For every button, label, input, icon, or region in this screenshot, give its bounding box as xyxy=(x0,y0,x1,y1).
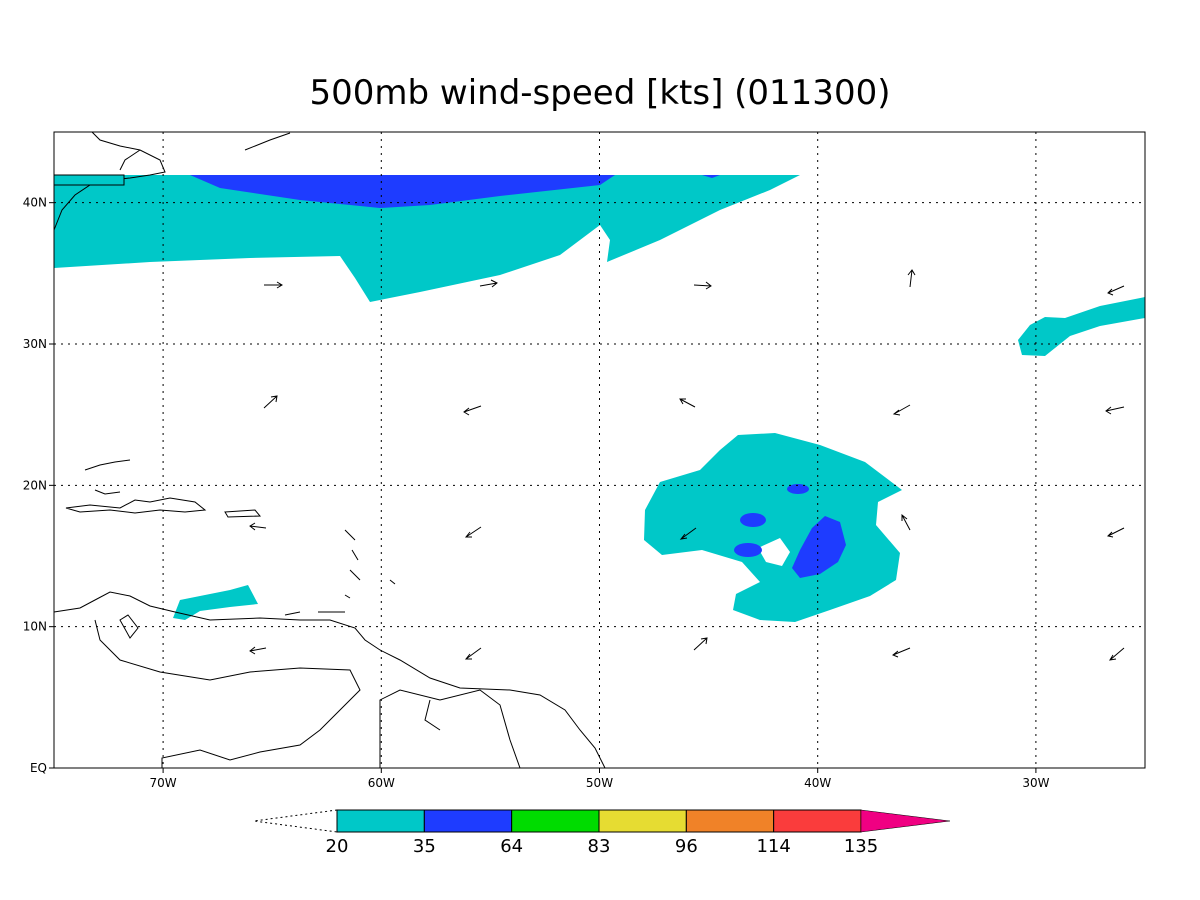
colorbar-segment xyxy=(336,809,425,833)
lon-tick-label: 40W xyxy=(804,776,831,790)
contour-blue xyxy=(702,175,720,178)
contour-blue xyxy=(787,484,809,494)
coastline xyxy=(84,459,131,495)
wind-arrow xyxy=(1105,406,1125,415)
wind-arrow xyxy=(479,279,498,288)
wind-arrow xyxy=(907,269,916,288)
lat-tick-label: EQ xyxy=(30,761,47,775)
wind-arrow xyxy=(693,281,712,290)
contour-blue xyxy=(740,513,766,527)
lat-tick-label: 20N xyxy=(23,478,47,492)
coastline xyxy=(65,497,207,514)
contour-gap xyxy=(758,538,790,566)
contour-cyan xyxy=(54,175,800,302)
colorbar-label: 114 xyxy=(756,836,790,857)
coastline xyxy=(53,591,606,769)
colorbar-segment xyxy=(773,809,862,833)
lon-tick-label: 60W xyxy=(368,776,395,790)
wind-arrow xyxy=(249,646,267,655)
wind-arrow xyxy=(1109,647,1125,661)
wind-arrow xyxy=(892,404,911,416)
contour-cyan xyxy=(644,433,902,622)
lon-tick-label: 30W xyxy=(1022,776,1049,790)
contour-cyan xyxy=(1018,297,1145,356)
coastline xyxy=(284,529,396,616)
colorbar-label: 135 xyxy=(844,836,878,857)
coastline xyxy=(119,132,291,171)
coastline xyxy=(224,509,262,518)
wind-arrows xyxy=(249,269,1125,661)
coastlines xyxy=(53,131,606,769)
colorbar-segment xyxy=(423,809,513,833)
coast-highlight xyxy=(53,174,125,186)
map-title: 500mb wind-speed [kts] (011300) xyxy=(310,73,891,113)
coastline xyxy=(379,689,521,769)
wind-arrow xyxy=(1107,285,1125,296)
coastline xyxy=(53,131,166,231)
colorbar-under xyxy=(253,809,338,833)
wind-arrow xyxy=(679,398,696,408)
colorbar: 20 35 64 83 96 114 135 xyxy=(253,809,951,857)
lat-tick-label: 30N xyxy=(23,337,47,351)
wind-arrow xyxy=(263,395,278,409)
colorbar-label: 83 xyxy=(588,836,611,857)
contour-blue xyxy=(190,175,615,208)
wind-arrow xyxy=(464,526,482,538)
wind-arrow xyxy=(264,281,283,289)
wind-arrow xyxy=(892,647,911,658)
contour-blue xyxy=(734,543,762,557)
contour-cyan xyxy=(173,585,258,620)
lon-tick-label: 50W xyxy=(586,776,613,790)
colorbar-over xyxy=(860,809,951,833)
plot-area xyxy=(53,131,1145,769)
lat-tick-label: 40N xyxy=(23,196,47,210)
wind-contours xyxy=(54,175,1145,622)
colorbar-label: 35 xyxy=(413,836,436,857)
wind-arrow xyxy=(463,405,482,416)
colorbar-label: 20 xyxy=(326,836,349,857)
contour-blue xyxy=(792,516,846,578)
wind-arrow xyxy=(464,647,482,660)
colorbar-segment xyxy=(685,809,775,833)
wind-arrow xyxy=(693,637,708,651)
coastline xyxy=(119,614,139,639)
colorbar-label: 64 xyxy=(500,836,523,857)
wind-arrow xyxy=(249,522,267,531)
lon-tick-label: 70W xyxy=(150,776,177,790)
wind-arrow xyxy=(1106,527,1125,538)
wind-arrow xyxy=(679,527,697,540)
colorbar-label: 96 xyxy=(675,836,698,857)
colorbar-segment xyxy=(598,809,687,833)
colorbar-segment xyxy=(511,809,600,833)
lat-tick-label: 10N xyxy=(23,620,47,634)
wind-arrow xyxy=(901,513,911,531)
